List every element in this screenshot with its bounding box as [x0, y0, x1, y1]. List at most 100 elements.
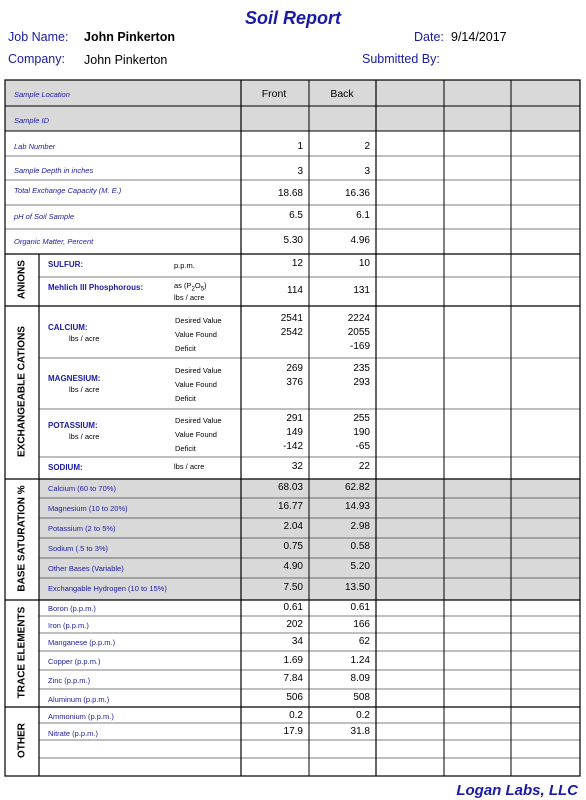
phosphorous-back: 131 [353, 285, 370, 296]
phosphorous-front: 114 [287, 285, 303, 296]
other-row-label: Ammonium (p.p.m.) [48, 712, 114, 721]
trace-row-back: 8.09 [350, 673, 370, 684]
report-title: Soil Report [244, 8, 341, 28]
date-label: Date: [414, 30, 444, 44]
ph-front: 6.5 [289, 210, 303, 221]
phosphorous-label: Mehlich III Phosphorous: [48, 283, 144, 292]
om-back: 4.96 [350, 235, 370, 246]
sodium-unit: lbs / acre [174, 462, 205, 471]
section-base-saturation: BASE SATURATION % [16, 485, 28, 592]
trace-row-back: 62 [358, 636, 370, 647]
magnesium-desired-front: 269 [286, 363, 303, 374]
other-row-back: 0.2 [356, 710, 370, 721]
trace-row-back: 508 [353, 692, 370, 703]
lab-number-back: 2 [364, 141, 370, 152]
base-row-back: 5.20 [350, 561, 370, 572]
calcium-found-front: 2542 [280, 327, 303, 338]
calcium-label: CALCIUM: [48, 323, 88, 332]
om-front: 5.30 [283, 235, 303, 246]
ph-label: pH of Soil Sample [14, 212, 75, 221]
trace-row-front: 1.69 [283, 655, 303, 666]
om-label: Organic Matter, Percent [14, 237, 94, 246]
lab-name-footer: Logan Labs, LLC [456, 782, 578, 799]
potassium-label: POTASSIUM: [48, 421, 98, 430]
base-row-front: 0.75 [283, 541, 303, 552]
potassium-deficit-back: -65 [355, 441, 370, 452]
column-back: Back [330, 88, 354, 100]
section-anions: ANIONS [16, 260, 28, 299]
lab-number-label: Lab Number [14, 142, 56, 151]
magnesium-desired-back: 235 [353, 363, 370, 374]
calcium-unit: lbs / acre [69, 334, 100, 343]
potassium-found-label: Value Found [175, 430, 217, 439]
trace-row-front: 0.61 [283, 602, 303, 613]
date-value: 9/14/2017 [451, 30, 507, 44]
base-row-front: 4.90 [283, 561, 303, 572]
job-name-value: John Pinkerton [84, 30, 175, 44]
potassium-deficit-label: Deficit [175, 444, 196, 453]
base-row-label: Potassium (2 to 5%) [48, 524, 116, 533]
calcium-desired-front: 2541 [280, 313, 303, 324]
magnesium-found-label: Value Found [175, 380, 217, 389]
submitted-by-label: Submitted By: [362, 52, 440, 66]
base-row-back: 2.98 [350, 521, 370, 532]
trace-row-label: Boron (p.p.m.) [48, 604, 96, 613]
base-row-front: 2.04 [283, 521, 303, 532]
trace-row-front: 506 [286, 692, 303, 703]
column-front: Front [261, 88, 287, 100]
section-trace-elements: TRACE ELEMENTS [16, 606, 28, 699]
calcium-deficit-label: Deficit [175, 344, 196, 353]
section-other: OTHER [16, 723, 28, 758]
magnesium-deficit-label: Deficit [175, 394, 196, 403]
other-row-label: Nitrate (p.p.m.) [48, 729, 99, 738]
depth-front: 3 [297, 166, 303, 177]
trace-row-back: 1.24 [350, 655, 370, 666]
sulfur-back: 10 [358, 258, 370, 269]
sodium-front: 32 [291, 461, 303, 472]
trace-row-front: 202 [286, 619, 303, 630]
base-row-label: Other Bases (Variable) [48, 564, 124, 573]
base-row-front: 7.50 [283, 582, 303, 593]
trace-row-front: 34 [291, 636, 303, 647]
sodium-label: SODIUM: [48, 463, 83, 472]
sodium-back: 22 [358, 461, 370, 472]
trace-row-label: Aluminum (p.p.m.) [48, 695, 110, 704]
tec-label: Total Exchange Capacity (M. E.) [14, 186, 122, 195]
depth-label: Sample Depth in inches [14, 166, 94, 175]
potassium-desired-front: 291 [286, 413, 303, 424]
company-label: Company: [8, 52, 65, 66]
phosphorous-unit: as (P2O5) [174, 281, 207, 293]
other-row-front: 17.9 [283, 726, 303, 737]
potassium-unit: lbs / acre [69, 432, 100, 441]
sulfur-label: SULFUR: [48, 260, 84, 269]
potassium-found-back: 190 [353, 427, 370, 438]
trace-row-back: 0.61 [350, 602, 370, 613]
potassium-found-front: 149 [286, 427, 303, 438]
phosphorous-unit-lbs: lbs / acre [174, 293, 205, 302]
lab-number-front: 1 [297, 141, 303, 152]
base-row-label: Calcium (60 to 70%) [48, 484, 116, 493]
magnesium-found-back: 293 [353, 377, 370, 388]
calcium-deficit-back: -169 [349, 341, 370, 352]
potassium-desired-back: 255 [353, 413, 370, 424]
company-value: John Pinkerton [84, 53, 168, 67]
base-row-back: 62.82 [344, 482, 370, 493]
magnesium-desired-label: Desired Value [175, 366, 222, 375]
calcium-found-back: 2055 [347, 327, 370, 338]
base-row-front: 68.03 [277, 482, 303, 493]
other-row-front: 0.2 [289, 710, 303, 721]
job-name-label: Job Name: [8, 30, 69, 44]
calcium-found-label: Value Found [175, 330, 217, 339]
sample-id-label: Sample ID [14, 116, 50, 125]
depth-back: 3 [364, 166, 370, 177]
sulfur-front: 12 [291, 258, 303, 269]
trace-row-back: 166 [353, 619, 370, 630]
base-row-back: 0.58 [350, 541, 370, 552]
base-row-label: Magnesium (10 to 20%) [48, 504, 128, 513]
section-exchangeable-cations: EXCHANGEABLE CATIONS [16, 326, 28, 457]
base-row-label: Sodium (.5 to 3%) [48, 544, 109, 553]
potassium-desired-label: Desired Value [175, 416, 222, 425]
potassium-deficit-front: -142 [282, 441, 303, 452]
ph-back: 6.1 [356, 210, 370, 221]
